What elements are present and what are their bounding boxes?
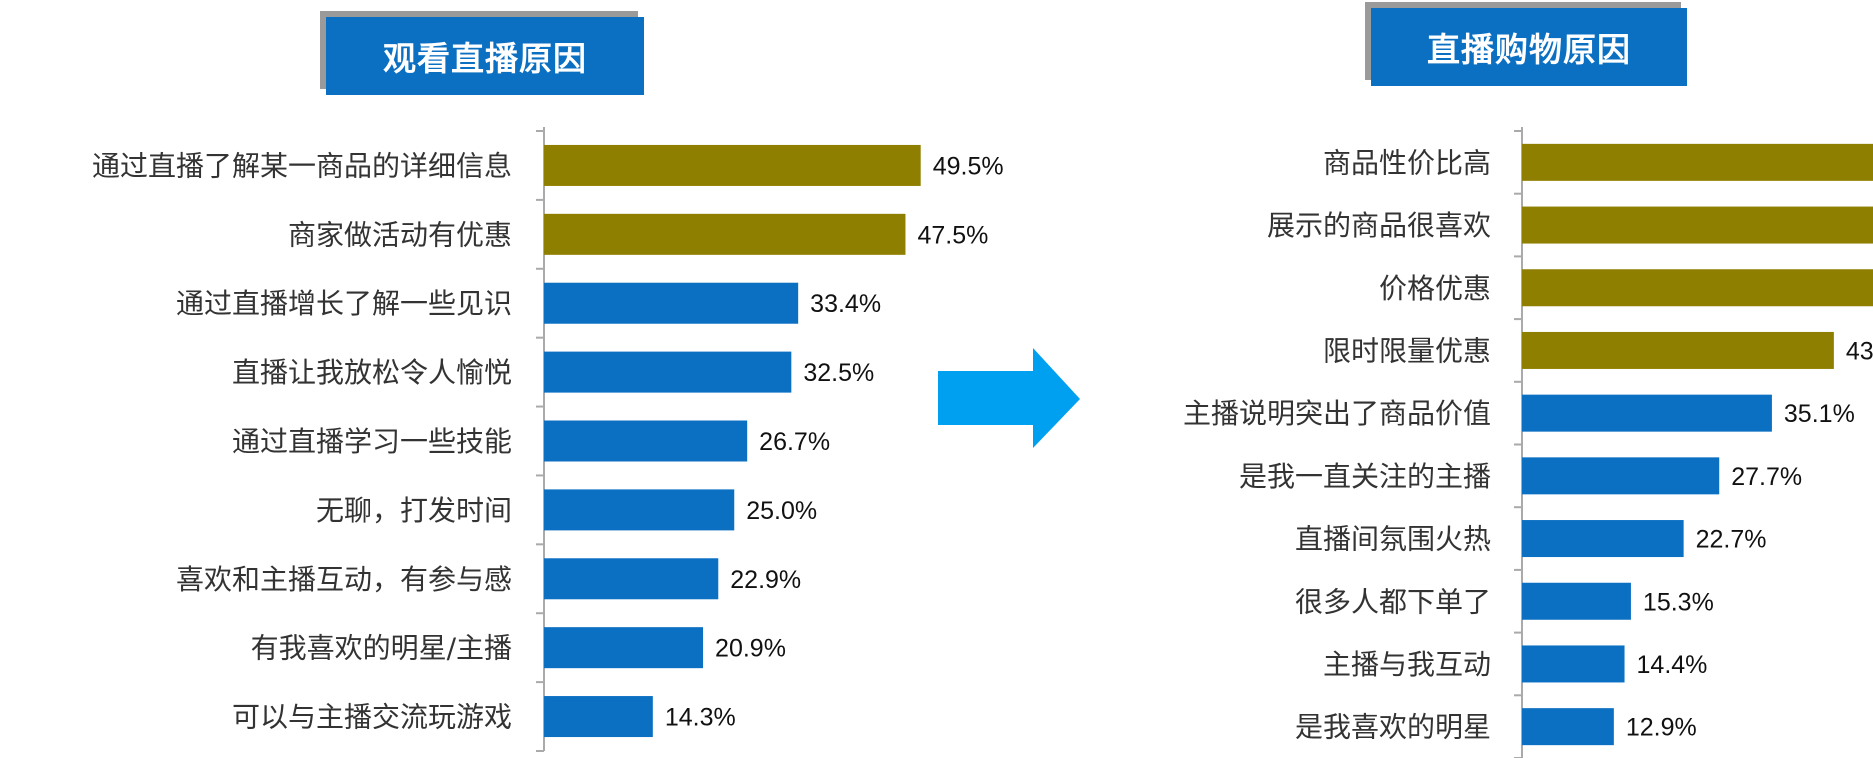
right-chart-bar [1522,645,1625,683]
right-chart-value-label: 14.4% [1637,651,1708,679]
right-chart-category-label: 是我一直关注的主播 [1239,460,1491,493]
right-chart-category-label: 是我喜欢的明星 [1295,711,1491,744]
left-chart-category-label: 直播让我放松令人愉悦 [232,356,512,389]
right-chart-category-label: 限时限量优惠 [1323,334,1491,367]
left-chart-category-label: 通过直播增长了解一些见识 [176,287,512,320]
right-chart-category-label: 展示的商品很喜欢 [1267,209,1491,242]
left-chart-bar [544,282,799,324]
right-chart-value-label: 15.3% [1643,588,1714,616]
right-chart-bar [1522,269,1873,307]
left-chart-bar [544,696,653,738]
arrow-right-icon [938,348,1080,448]
left-chart-value-label: 22.9% [730,566,801,594]
left-chart-category-label: 商家做活动有优惠 [288,218,512,251]
left-chart-category-label: 无聊，打发时间 [316,494,512,527]
right-chart-category-label: 价格优惠 [1379,272,1491,305]
right-chart-bar [1522,520,1684,558]
left-chart-category-label: 有我喜欢的明星/主播 [251,632,512,665]
right-chart-title: 直播购物原因 [1371,8,1687,86]
right-chart-value-label: 27.7% [1731,463,1802,491]
left-chart-value-label: 20.9% [715,635,786,663]
right-chart-value-label: 12.9% [1626,714,1697,742]
left-chart-title: 观看直播原因 [326,17,644,95]
right-chart-bar [1522,457,1720,495]
right-chart-category-label: 直播间氛围火热 [1295,523,1491,556]
left-chart-category-label: 可以与主播交流玩游戏 [232,701,512,734]
left-chart-value-label: 33.4% [810,290,881,318]
right-chart-value-label: 43.8% [1846,337,1873,365]
left-chart-category-label: 通过直播了解某一商品的详细信息 [92,149,512,182]
left-chart-bar [544,420,748,462]
right-chart-category-label: 商品性价比高 [1323,146,1491,179]
right-chart-bar [1522,582,1631,620]
left-chart-bar [544,213,906,255]
right-chart-bar [1522,708,1614,746]
left-chart-value-label: 47.5% [917,221,988,249]
left-chart-value-label: 26.7% [759,428,830,456]
left-chart-bar [544,144,921,186]
left-chart-bar [544,489,735,531]
right-chart-category-label: 很多人都下单了 [1295,585,1491,618]
right-chart-bar [1522,206,1873,244]
right-chart-bar [1522,331,1834,369]
right-chart-value-label: 35.1% [1784,400,1855,428]
left-chart-value-label: 25.0% [746,497,817,525]
right-chart-bar [1522,143,1873,181]
left-chart-value-label: 32.5% [803,359,874,387]
right-chart-category-label: 主播与我互动 [1323,648,1491,681]
right-chart-value-label: 22.7% [1696,526,1767,554]
left-chart-category-label: 通过直播学习一些技能 [232,425,512,458]
left-chart-bar [544,627,704,669]
left-chart-value-label: 49.5% [933,152,1004,180]
right-chart-category-label: 主播说明突出了商品价值 [1183,397,1491,430]
left-chart-category-label: 喜欢和主播互动，有参与感 [176,563,512,596]
left-chart-value-label: 14.3% [665,704,736,732]
right-chart-bar [1522,394,1772,432]
left-chart-bar [544,351,792,393]
left-chart-bar [544,558,719,600]
